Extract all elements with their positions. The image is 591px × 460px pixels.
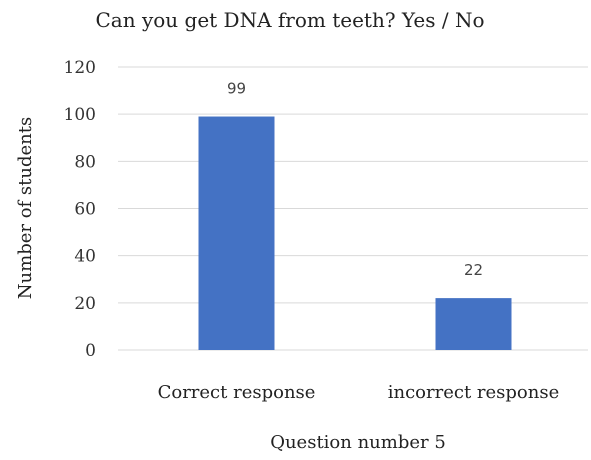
bar-1 bbox=[435, 298, 512, 350]
data-labels: 99 22 bbox=[227, 80, 483, 280]
data-label: 22 bbox=[464, 261, 483, 279]
bars bbox=[198, 116, 512, 351]
y-tick-label: 0 bbox=[85, 341, 96, 361]
y-axis-label: Number of students bbox=[15, 117, 36, 299]
y-tick-label: 40 bbox=[74, 247, 96, 267]
x-axis-label: Question number 5 bbox=[270, 432, 446, 453]
x-tick-label: Correct response bbox=[158, 382, 316, 403]
y-axis-ticks: 0 20 40 60 80 100 120 bbox=[64, 58, 96, 361]
y-tick-label: 120 bbox=[64, 58, 96, 78]
bar-0 bbox=[198, 116, 275, 351]
y-tick-label: 80 bbox=[74, 152, 96, 172]
y-tick-label: 20 bbox=[74, 294, 96, 314]
data-label: 99 bbox=[227, 80, 246, 98]
chart-title: Can you get DNA from teeth? Yes / No bbox=[95, 8, 484, 32]
x-axis-categories: Correct response incorrect response bbox=[158, 382, 560, 403]
y-tick-label: 60 bbox=[74, 200, 96, 220]
gridlines bbox=[118, 66, 588, 351]
x-tick-label: incorrect response bbox=[388, 382, 560, 403]
y-tick-label: 100 bbox=[64, 105, 96, 125]
